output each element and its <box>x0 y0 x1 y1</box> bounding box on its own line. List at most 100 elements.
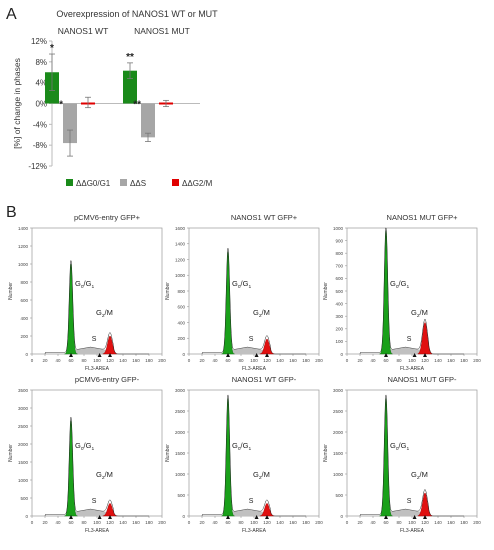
population-g0g1 <box>379 398 393 517</box>
x-tick-label: 40 <box>212 520 218 525</box>
label-g0g1: G0/G1 <box>232 441 251 452</box>
x-tick-label: 0 <box>188 520 191 525</box>
x-tick-label: 140 <box>276 358 284 363</box>
x-tick-label: 80 <box>238 358 244 363</box>
label-g0g1: G0/G1 <box>75 279 94 290</box>
x-tick-label: 140 <box>434 520 442 525</box>
bar-g0g1 <box>123 70 137 104</box>
x-tick-label: 200 <box>158 358 166 363</box>
y-tick-label: 8% <box>35 58 47 67</box>
x-tick-label: 160 <box>447 358 455 363</box>
gate-marker <box>265 353 269 357</box>
gate-marker <box>423 353 427 357</box>
gate-marker <box>108 353 112 357</box>
gate-marker <box>226 353 230 357</box>
plot-frame <box>31 227 163 355</box>
histogram-4: pCMV6-entry GFP-050010001500200025003000… <box>8 375 166 534</box>
x-axis-label: FL3-AREA <box>242 528 267 534</box>
label-g0g1: G0/G1 <box>390 441 409 452</box>
x-axis-label: FL3-AREA <box>400 366 425 372</box>
y-tick-label: 1000 <box>18 478 29 483</box>
y-tick-label: 2500 <box>18 424 29 429</box>
significance-marker: * <box>59 100 63 111</box>
gate-marker <box>384 353 388 357</box>
gate-marker <box>108 515 112 519</box>
y-tick-label: 1500 <box>18 460 29 465</box>
x-tick-label: 40 <box>370 520 376 525</box>
y-axis-label: [%] of change in phases <box>12 58 22 149</box>
x-tick-label: 0 <box>31 358 34 363</box>
label-g0g1: G0/G1 <box>390 279 409 290</box>
histogram-grid: pCMV6-entry GFP+020040060080010001200140… <box>8 213 481 534</box>
x-tick-label: 20 <box>357 358 363 363</box>
panel-label-a: A <box>6 6 17 23</box>
x-tick-label: 120 <box>263 520 271 525</box>
histogram-1: pCMV6-entry GFP+020040060080010001200140… <box>8 213 166 372</box>
gate-marker <box>69 515 73 519</box>
x-tick-label: 40 <box>370 358 376 363</box>
label-s: S <box>92 336 97 343</box>
y-tick-label: 600 <box>177 305 185 310</box>
gate-marker <box>254 353 259 357</box>
x-tick-label: 40 <box>55 520 61 525</box>
histogram-title: pCMV6-entry GFP- <box>75 375 140 384</box>
y-tick-label: 1200 <box>18 244 29 249</box>
y-tick-label: 500 <box>20 496 28 501</box>
y-tick-label: 500 <box>335 493 343 498</box>
population-s <box>228 509 267 516</box>
x-tick-label: 180 <box>460 358 468 363</box>
label-g2m: G2/M <box>411 308 428 319</box>
significance-marker: * <box>50 43 54 54</box>
histogram-2: NANOS1 WT GFP+02004006008001000120014001… <box>165 213 323 372</box>
x-tick-label: 140 <box>276 520 284 525</box>
y-tick-label: 1400 <box>175 242 186 247</box>
x-tick-label: 180 <box>145 358 153 363</box>
y-tick-label: 300 <box>335 314 343 319</box>
gate-marker <box>226 515 230 519</box>
y-tick-label: 2500 <box>175 409 186 414</box>
y-tick-label: 600 <box>20 298 28 303</box>
x-tick-label: 180 <box>302 520 310 525</box>
y-tick-label: 400 <box>20 316 28 321</box>
population-g2m <box>417 322 433 355</box>
group-label: NANOS1 WT <box>58 26 109 36</box>
group-label: NANOS1 MUT <box>134 26 190 36</box>
x-tick-label: 180 <box>145 520 153 525</box>
label-s: S <box>407 498 412 505</box>
histogram-title: NANOS1 MUT GFP- <box>387 375 457 384</box>
y-tick-label: 2500 <box>333 409 344 414</box>
y-tick-label: -12% <box>28 162 47 171</box>
x-tick-label: 120 <box>106 358 114 363</box>
x-tick-label: 100 <box>250 520 258 525</box>
bar-chart: Overexpression of NANOS1 WT or MUT NANOS1… <box>12 9 218 188</box>
x-tick-label: 200 <box>315 358 323 363</box>
plot-frame <box>188 227 320 355</box>
y-tick-label: 2000 <box>333 430 344 435</box>
histogram-title: pCMV6-entry GFP+ <box>74 213 141 222</box>
y-axis-label: Number <box>8 444 14 462</box>
gate-marker <box>97 515 102 519</box>
population-g0g1 <box>64 420 78 517</box>
significance-marker: ** <box>133 100 141 111</box>
gate-marker <box>69 353 73 357</box>
x-tick-label: 0 <box>346 520 349 525</box>
population-g0g1 <box>64 263 78 355</box>
y-tick-label: 400 <box>177 320 185 325</box>
x-axis-label: FL3-AREA <box>400 528 425 534</box>
label-g2m: G2/M <box>253 470 270 481</box>
population-g0g1 <box>221 398 235 517</box>
y-tick-label: 3000 <box>333 388 344 393</box>
x-tick-label: 200 <box>158 520 166 525</box>
y-tick-label: 800 <box>20 280 28 285</box>
histogram-outline <box>44 416 149 517</box>
x-tick-label: 20 <box>199 358 205 363</box>
x-tick-label: 100 <box>93 358 101 363</box>
x-tick-label: 180 <box>302 358 310 363</box>
legend-swatch <box>66 179 73 186</box>
y-tick-label: 800 <box>177 289 185 294</box>
x-tick-label: 200 <box>473 520 481 525</box>
y-tick-label: 0% <box>35 100 47 109</box>
bar-s <box>63 103 77 144</box>
panel-label-b: B <box>6 204 17 221</box>
x-tick-label: 20 <box>357 520 363 525</box>
